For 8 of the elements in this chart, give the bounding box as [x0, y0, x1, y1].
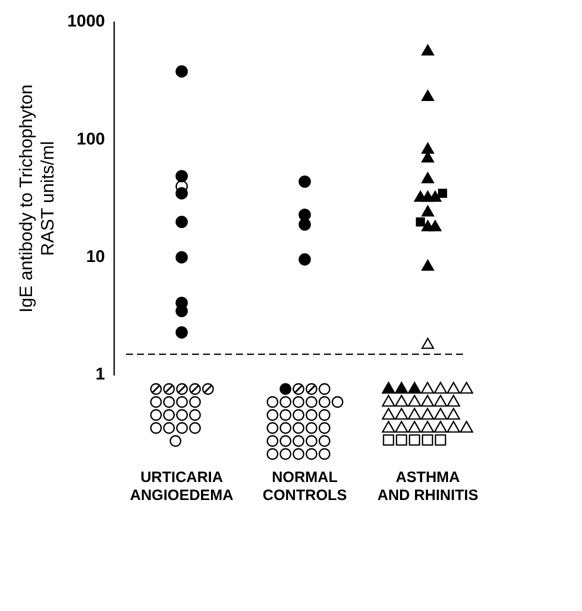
y-axis-title: IgE antibody to Trichophyton RAST units/ml: [16, 84, 58, 313]
x-tick-label: NORMAL CONTROLS: [262, 469, 347, 504]
y-tick-label: 100: [76, 129, 106, 148]
y-tick-label: 10: [86, 247, 106, 266]
x-tick-label: URTICARIA ANGIOEDEMA: [130, 469, 234, 504]
x-tick-label: ASTHMA AND RHINITIS: [377, 469, 478, 504]
y-tick-label: 1: [96, 364, 106, 384]
y-tick-label: 1000: [67, 12, 106, 31]
